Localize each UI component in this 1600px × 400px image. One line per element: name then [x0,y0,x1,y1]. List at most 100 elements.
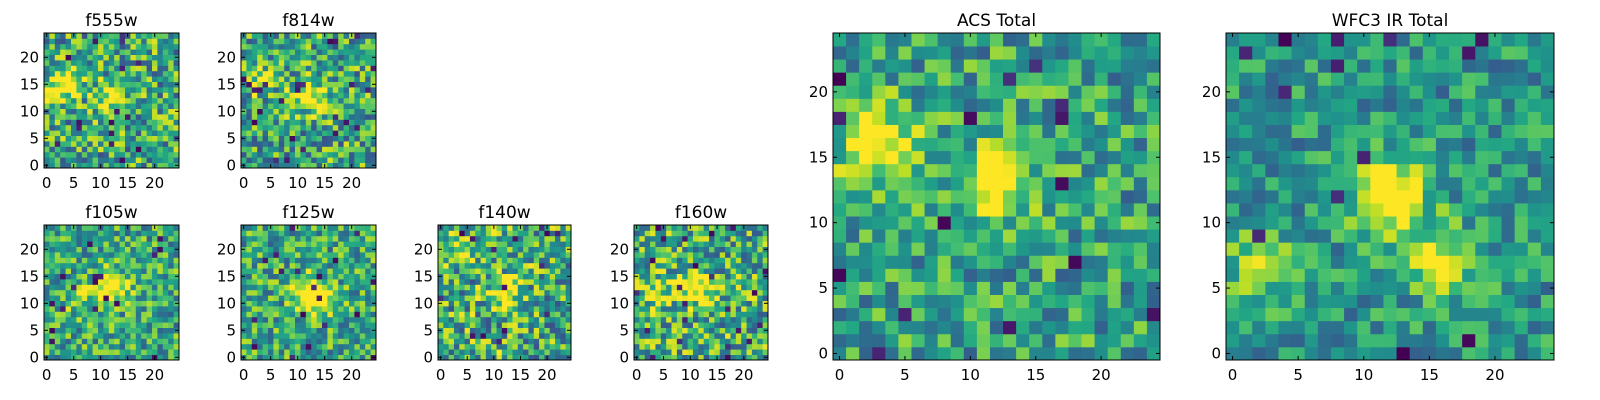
heatmap-cell [251,252,258,258]
heatmap-cell [152,49,158,55]
heatmap-cell [316,349,323,355]
heatmap-cell [81,295,88,301]
heatmap-cell [885,294,899,309]
heatmap-cell [273,108,280,115]
heatmap-cell [322,235,328,242]
heatmap-cell [65,43,72,50]
heatmap-cell [1291,320,1306,335]
heatmap-cell [322,343,328,350]
heatmap-cell [103,151,110,158]
heatmap-cell [655,333,662,339]
heatmap-cell [168,49,174,55]
heatmap-cell [114,273,120,280]
heatmap-cell [725,279,731,285]
heatmap-cell [1291,281,1306,295]
heatmap-cell [289,38,296,45]
heatmap-cell [98,246,104,253]
heatmap-cell [698,230,705,237]
heatmap-cell [501,306,508,312]
heatmap-cell [71,327,77,334]
heatmap-cell [108,316,115,323]
heatmap-cell [76,235,83,242]
heatmap-cell [898,281,912,295]
heatmap-cell [60,124,66,131]
heatmap-cell [976,124,991,139]
heatmap-cell [76,54,83,61]
heatmap-cell [1304,307,1319,322]
heatmap-cell [130,349,137,355]
heatmap-cell [735,343,742,350]
heatmap-cell [262,92,269,99]
heatmap-cell [976,33,991,47]
heatmap-cell [262,333,269,339]
heatmap-cell [523,235,529,242]
heatmap-cell [332,162,339,169]
heatmap-cell [87,230,93,237]
heatmap-cell [1081,72,1095,86]
heatmap-cell [963,189,978,204]
heatmap-cell [241,279,247,285]
heatmap-cell [349,119,355,126]
heatmap-cell [316,289,323,296]
heatmap-cell [924,98,939,112]
heatmap-cell [284,284,290,291]
heatmap-cell [284,279,290,285]
heatmap-cell [284,97,290,104]
heatmap-cell [480,284,487,291]
heatmap-cell [1029,176,1043,191]
heatmap-cell [676,338,683,345]
heatmap-cell [316,114,323,120]
heatmap-cell [464,257,471,264]
heatmap-cell [273,146,280,153]
heatmap-cell [108,289,115,296]
heatmap-cell [1462,294,1476,309]
heatmap-cell [257,306,263,312]
heatmap-cell [343,81,350,88]
heatmap-cell [1422,307,1437,322]
heatmap-cell [76,70,83,77]
heatmap-cell [49,157,56,163]
heatmap-cell [332,135,339,142]
heatmap-cell [54,343,61,350]
heatmap-cell [54,311,61,318]
heatmap-cell [141,54,147,61]
heatmap-cell [173,316,180,323]
heatmap-cell [989,59,1004,73]
heatmap-cell [528,230,535,237]
heatmap-cell [1291,176,1306,191]
heatmap-cell [311,124,317,131]
heatmap-cell [634,322,640,328]
heatmap-cell [725,268,731,274]
heatmap-cell [119,38,126,45]
heatmap-cell [343,343,350,350]
heatmap-cell [130,230,137,237]
heatmap-cell [119,284,126,291]
heatmap-cell [676,246,683,253]
heatmap-cell [491,246,497,253]
heatmap-cell [1016,229,1030,243]
heatmap-cell [135,349,142,355]
heatmap-cell [682,284,688,291]
heatmap-cell [114,151,120,158]
heatmap-cell [459,230,465,237]
heatmap-cell [872,111,886,125]
heatmap-cell [295,65,301,72]
heatmap-cell [555,306,561,312]
heatmap-cell [343,146,350,153]
heatmap-cell [268,76,274,82]
heatmap-cell [438,311,444,318]
heatmap-cell [365,43,371,50]
heatmap-cell [1475,255,1489,269]
heatmap-cell [168,316,174,323]
heatmap-cell [709,306,715,312]
heatmap-cell [885,242,899,256]
heatmap-cell [108,92,115,99]
heatmap-cell [305,76,312,82]
heatmap-cell [273,81,280,88]
heatmap-cell [152,306,158,312]
heatmap-cell [751,289,758,296]
heatmap-cell [459,316,465,323]
heatmap-cell [1435,255,1450,269]
heatmap-cell [284,70,290,77]
heatmap-cell [311,262,317,269]
